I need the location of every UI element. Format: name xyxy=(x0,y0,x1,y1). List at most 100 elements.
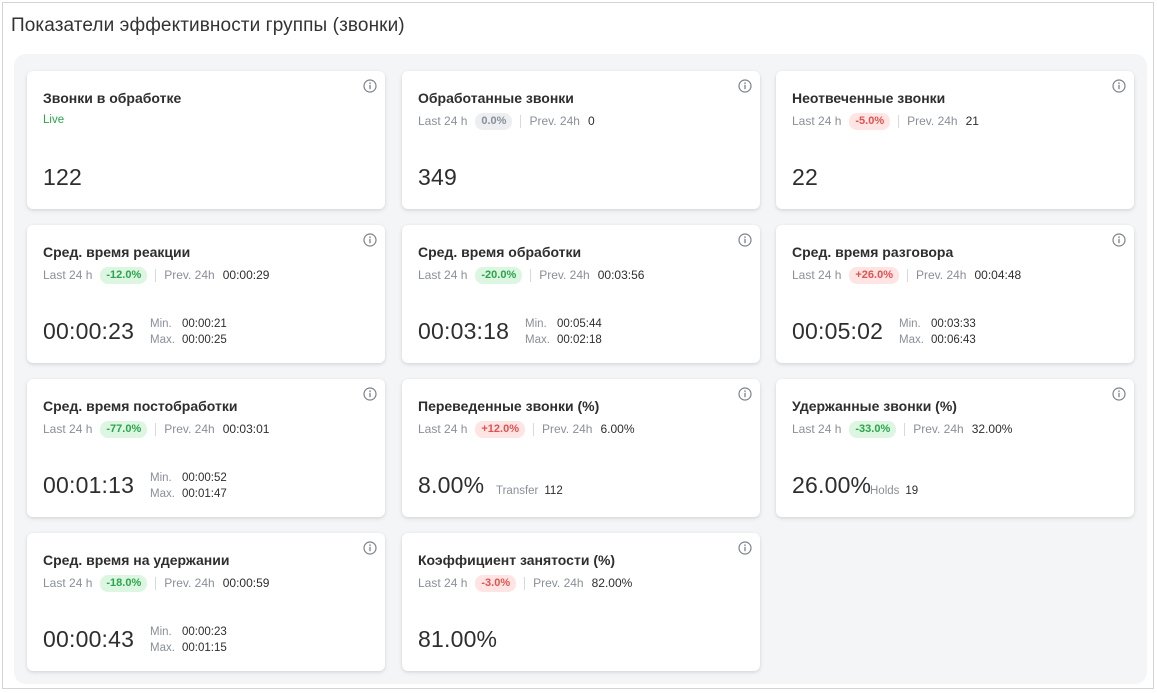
min-value: 00:00:23 xyxy=(182,626,227,638)
prev-24h-label: Prev. 24h xyxy=(164,576,215,590)
min-max-block: Min. 00:03:33 Max. 00:06:43 xyxy=(899,316,976,348)
card-title: Коэффициент занятости (%) xyxy=(418,552,616,568)
max-label: Max. xyxy=(899,334,924,346)
info-icon[interactable] xyxy=(738,233,752,247)
info-icon[interactable] xyxy=(363,541,377,555)
kpi-value: 122 xyxy=(43,164,82,190)
last-24h-label: Last 24 h xyxy=(792,268,842,282)
card-title: Сред. время реакции xyxy=(43,244,191,260)
kpi-value: 26.00% xyxy=(792,472,872,498)
prev-24h-label: Prev. 24h xyxy=(529,114,580,128)
min-label: Min. xyxy=(150,626,172,638)
change-badge: -33.0% xyxy=(849,420,897,438)
prev-value: 00:00:29 xyxy=(222,268,270,282)
min-label: Min. xyxy=(899,318,921,330)
prev-value: 00:04:48 xyxy=(974,268,1022,282)
max-label: Max. xyxy=(150,642,175,654)
prev-24h-label: Prev. 24h xyxy=(916,268,967,282)
change-badge: -12.0% xyxy=(100,266,148,284)
kpi-value: 00:05:02 xyxy=(792,318,884,344)
kpi-value: 8.00% xyxy=(418,472,485,498)
card-title: Неотвеченные звонки xyxy=(792,90,946,106)
prev-24h-label: Prev. 24h xyxy=(913,422,964,436)
comparison-row: Last 24 h -20.0% Prev. 24h 00:03:56 xyxy=(418,266,644,284)
kpi-card-occupancy-rate: Коэффициент занятости (%) Last 24 h -3.0… xyxy=(402,533,760,671)
prev-24h-label: Prev. 24h xyxy=(164,422,215,436)
live-indicator: Live xyxy=(43,114,65,126)
prev-value: 00:03:56 xyxy=(597,268,645,282)
min-label: Min. xyxy=(150,472,172,484)
kpi-card-avg-reaction-time: Сред. время реакции Last 24 h -12.0% Pre… xyxy=(27,225,385,363)
comparison-row: Last 24 h -33.0% Prev. 24h 32.00% xyxy=(792,420,1012,438)
holds-count: Holds 19 xyxy=(870,485,918,497)
kpi-value: 00:03:18 xyxy=(418,318,510,344)
info-icon[interactable] xyxy=(363,79,377,93)
change-badge: +26.0% xyxy=(849,266,899,284)
divider xyxy=(155,422,157,436)
divider xyxy=(533,422,534,436)
comparison-row: Last 24 h -12.0% Prev. 24h 00:00:29 xyxy=(43,266,269,284)
info-icon[interactable] xyxy=(363,233,377,247)
transfer-value: 112 xyxy=(544,485,563,497)
kpi-value: 81.00% xyxy=(418,626,498,652)
prev-value: 0 xyxy=(587,114,595,128)
change-badge: 0.0% xyxy=(475,112,513,130)
min-label: Min. xyxy=(525,318,547,330)
info-icon[interactable] xyxy=(738,387,752,401)
divider xyxy=(520,114,522,128)
divider xyxy=(898,114,900,128)
max-label: Max. xyxy=(150,488,175,500)
kpi-card-unanswered-calls: Неотвеченные звонки Last 24 h -5.0% Prev… xyxy=(776,71,1134,209)
transfer-label: Transfer xyxy=(496,485,539,497)
prev-value: 00:03:01 xyxy=(222,422,270,436)
info-icon[interactable] xyxy=(1112,79,1126,93)
kpi-value: 00:00:23 xyxy=(43,318,135,344)
max-value: 00:02:18 xyxy=(557,334,602,346)
max-label: Max. xyxy=(150,334,175,346)
max-value: 00:06:43 xyxy=(931,334,976,346)
comparison-row: Last 24 h -5.0% Prev. 24h 21 xyxy=(792,112,979,130)
comparison-row: Last 24 h -77.0% Prev. 24h 00:03:01 xyxy=(43,420,269,438)
card-title: Сред. время постобработки xyxy=(43,398,238,414)
card-title: Сред. время на удержании xyxy=(43,552,230,568)
info-icon[interactable] xyxy=(1112,233,1126,247)
kpi-card-avg-talk-time: Сред. время разговора Last 24 h +26.0% P… xyxy=(776,225,1134,363)
prev-24h-label: Prev. 24h xyxy=(164,268,215,282)
change-badge: -20.0% xyxy=(475,266,523,284)
info-icon[interactable] xyxy=(738,79,752,93)
info-icon[interactable] xyxy=(738,541,752,555)
last-24h-label: Last 24 h xyxy=(418,576,468,590)
divider xyxy=(530,268,532,282)
prev-value: 82.00% xyxy=(591,576,633,590)
info-icon[interactable] xyxy=(1112,387,1126,401)
kpi-card-avg-after-call-work: Сред. время постобработки Last 24 h -77.… xyxy=(27,379,385,517)
last-24h-label: Last 24 h xyxy=(792,114,842,128)
prev-24h-label: Prev. 24h xyxy=(542,422,593,436)
divider xyxy=(907,268,908,282)
divider xyxy=(524,576,526,590)
info-icon[interactable] xyxy=(363,387,377,401)
min-label: Min. xyxy=(150,318,172,330)
last-24h-label: Last 24 h xyxy=(43,268,93,282)
change-badge: -18.0% xyxy=(100,574,148,592)
holds-value: 19 xyxy=(905,485,919,497)
card-title: Звонки в обработке xyxy=(43,90,182,106)
kpi-card-transferred-calls: Переведенные звонки (%) Last 24 h +12.0%… xyxy=(402,379,760,517)
max-value: 00:01:47 xyxy=(182,488,227,500)
prev-value: 32.00% xyxy=(971,422,1013,436)
card-title: Сред. время разговора xyxy=(792,244,954,260)
min-max-block: Min. 00:05:44 Max. 00:02:18 xyxy=(525,316,602,348)
min-value: 00:05:44 xyxy=(557,318,602,330)
prev-value: 21 xyxy=(965,114,979,128)
kpi-card-avg-handling-time: Сред. время обработки Last 24 h -20.0% P… xyxy=(402,225,760,363)
divider xyxy=(155,268,157,282)
kpi-value: 22 xyxy=(792,164,818,190)
divider xyxy=(904,422,906,436)
kpi-card-avg-hold-time: Сред. время на удержании Last 24 h -18.0… xyxy=(27,533,385,671)
comparison-row: Last 24 h -18.0% Prev. 24h 00:00:59 xyxy=(43,574,269,592)
last-24h-label: Last 24 h xyxy=(418,422,468,436)
prev-24h-label: Prev. 24h xyxy=(907,114,958,128)
change-badge: -77.0% xyxy=(100,420,148,438)
prev-24h-label: Prev. 24h xyxy=(533,576,584,590)
